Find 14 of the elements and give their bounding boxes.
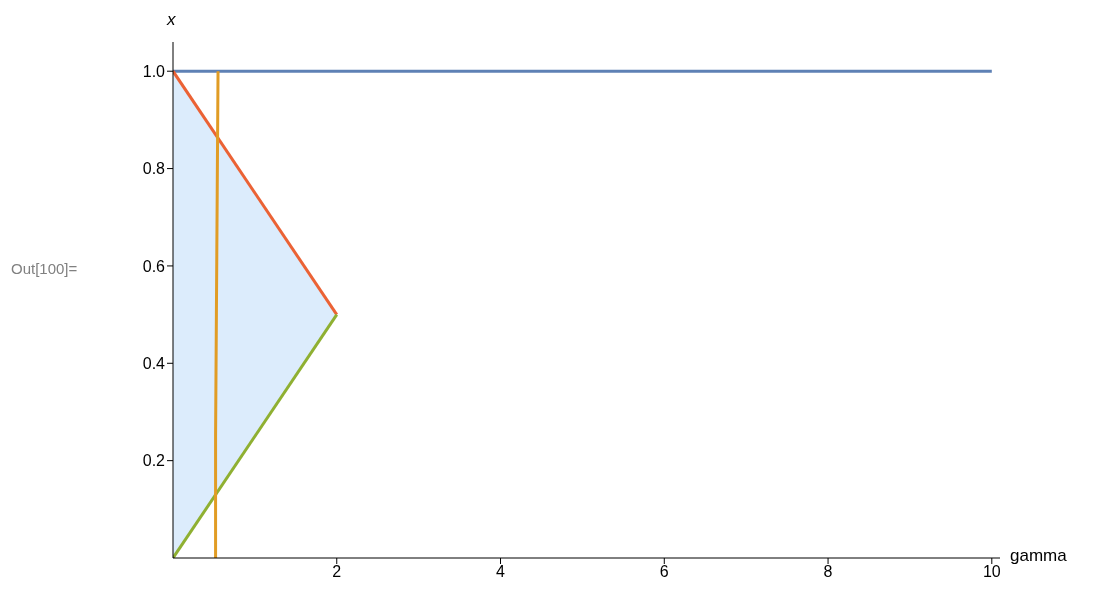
- x-tick-label: 2: [332, 563, 342, 581]
- x-tick-label: 4: [496, 563, 506, 581]
- x-tick-label: 8: [823, 563, 833, 581]
- y-axis-title: x: [167, 10, 176, 30]
- x-tick-label: 10: [982, 563, 1001, 581]
- line-series: [214, 69, 220, 558]
- text: Out[100]=: [11, 260, 78, 277]
- x-tick-label: 6: [659, 563, 669, 581]
- y-tick-label: 0.8: [142, 160, 166, 178]
- y-tick-label: 0.4: [142, 354, 166, 372]
- x-axis-title: gamma: [1010, 546, 1067, 566]
- y-tick-label: 0.6: [142, 257, 166, 275]
- y-tick-label: 0.2: [142, 452, 166, 470]
- y-tick-label: 1.0: [142, 62, 166, 80]
